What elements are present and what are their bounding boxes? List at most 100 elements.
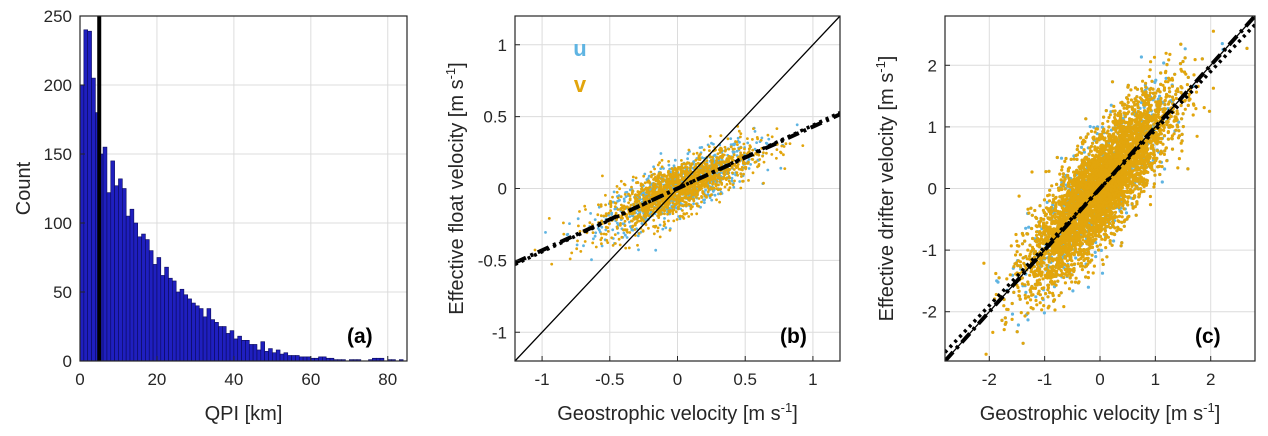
scatter-point-v [752,127,755,130]
scatter-point-v [714,184,718,188]
scatter-point-v [653,206,657,210]
scatter-point-v [609,205,613,209]
histogram-bar [175,291,181,361]
scatter-point-u [658,223,662,227]
scatter-point-u [765,142,769,146]
scatter-point-v [607,211,611,215]
scatter-point-v [627,192,630,196]
scatter-point-v [751,138,754,141]
scatter-point-v [636,181,640,185]
scatter-point-v [782,145,786,148]
scatter-point-v [606,241,610,245]
scatter-point-v [671,201,674,205]
x-tick-label: 0 [75,370,84,389]
scatter-point-v [677,182,681,186]
scatter-point-v [731,183,735,187]
scatter-point-v [550,262,554,266]
scatter-point-v [613,233,617,237]
scatter-point-u [704,188,707,192]
scatter-point-v [711,175,715,179]
scatter-point-v [647,186,651,190]
scatter-point-v [701,191,705,195]
scatter-point-u [630,228,634,232]
scatter-point-u [589,212,592,215]
scatter-point-u [664,226,668,230]
scatter-point-v [788,142,792,146]
scatter-point-v [676,167,680,171]
scatter-point-v [724,160,728,164]
histogram-bar [264,351,269,361]
scatter-point-v [690,212,694,216]
scatter-point-v [695,202,698,206]
scatter-point-v [663,212,666,216]
scatter-point-v [632,217,636,221]
scatter-point-u [582,244,585,248]
scatter-point-v [688,199,691,202]
y-tick-label: 200 [44,76,72,95]
scatter-point-v [611,244,615,247]
scatter-point-v [681,215,684,218]
scatter-point-v [715,198,718,202]
scatter-point-v [708,164,711,168]
scatter-point-v [621,205,624,209]
scatter-point-v [736,173,739,177]
y-tick-label: 150 [44,145,72,164]
scatter-point-u [636,234,640,238]
scatter-point-u [593,234,597,238]
scatter-point-v [681,166,685,170]
scatter-point-u [747,167,751,170]
scatter-point-v [658,235,662,239]
scatter-point-v [668,228,672,232]
scatter-point-v [644,206,648,210]
scatter-point-v [576,239,579,243]
scatter-point-u [663,217,666,220]
scatter-point-v [656,163,660,167]
scatter-point-u [623,199,626,203]
scatter-point-u [565,233,569,237]
scatter-point-v [696,181,700,185]
scatter-point-v [604,203,607,207]
x-tick-label: 0 [673,370,682,389]
scatter-point-u [612,190,616,194]
scatter-point-u [652,165,655,169]
scatter-point-v [685,204,688,208]
scatter-point-v [770,135,774,139]
scatter-point-v [762,151,765,155]
scatter-point-v [751,148,755,152]
scatter-point-v [656,229,659,233]
scatter-point-v [645,196,648,200]
scatter-point-v [679,165,683,169]
histogram-bar [318,356,323,361]
scatter-point-v [719,134,723,138]
scatter-point-v [660,173,664,177]
scatter-point-v [641,183,644,187]
scatter-point-v [656,174,660,178]
scatter-point-u [686,157,689,161]
scatter-point-v [642,197,646,201]
panel-label: (b) [780,325,807,348]
scatter-point-v [660,158,664,162]
scatter-point-u [1045,200,1049,204]
scatter-point-v [665,182,669,186]
x-tick-label: 80 [378,370,397,389]
scatter-point-v [749,145,752,149]
scatter-point-v [627,246,631,250]
scatter-point-v [659,182,662,186]
scatter-point-v [705,196,708,199]
scatter-point-v [606,226,610,230]
scatter-point-v [671,212,675,216]
scatter-point-v [618,243,622,247]
scatter-point-v [601,174,604,178]
scatter-point-u [767,137,771,141]
scatter-point-v [630,192,634,196]
scatter-point-v [700,200,703,204]
histogram-bar [114,185,119,361]
scatter-point-v [691,205,694,209]
x-axis-label: Geostrophic velocity [m s-1] [557,400,798,425]
scatter-point-v [653,193,656,196]
scatter-point-v [710,158,714,162]
scatter-point-v [717,175,721,178]
scatter-point-u [738,180,742,183]
scatter-point-v [623,224,627,228]
scatter-point-v [648,181,652,185]
